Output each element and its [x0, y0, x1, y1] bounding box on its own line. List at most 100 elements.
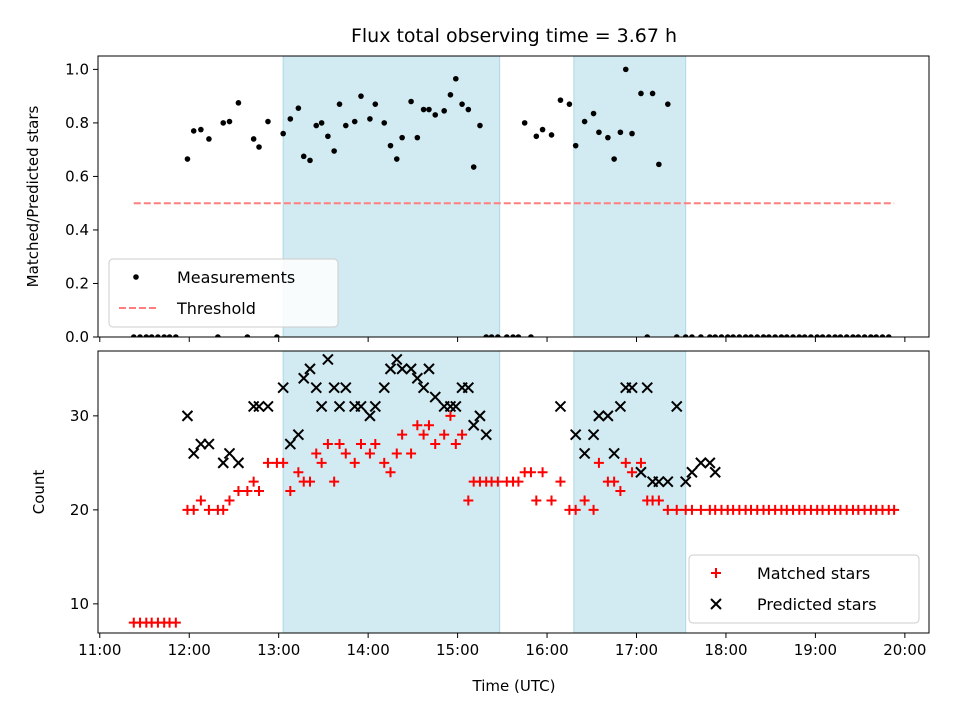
- measurement-point: [622, 66, 629, 73]
- chart-title: Flux total observing time = 3.67 h: [351, 25, 677, 47]
- matched-star-point: [439, 429, 450, 440]
- measurement-point: [342, 122, 349, 129]
- measurement-point: [730, 334, 736, 337]
- measurement-point: [754, 334, 761, 337]
- predicted-star-point: [262, 400, 274, 413]
- measurement-point: [161, 334, 167, 337]
- predicted-star-point: [662, 475, 674, 488]
- measurement-point: [235, 100, 242, 106]
- matched-star-point: [379, 457, 390, 468]
- predicted-star-point: [704, 457, 716, 469]
- measurement-point: [215, 334, 221, 337]
- measurement-point: [226, 118, 233, 125]
- x-tick-label: 20:00: [883, 641, 926, 659]
- predicted-star-point: [554, 400, 567, 413]
- matched-star-point: [412, 420, 423, 431]
- measurement-point: [649, 90, 656, 97]
- matched-star-point: [340, 448, 351, 459]
- matched-star-point: [391, 448, 402, 459]
- measurement-point: [832, 334, 838, 337]
- predicted-star-point: [578, 447, 591, 460]
- predicted-star-point: [474, 410, 486, 422]
- measurement-point: [336, 101, 343, 107]
- matched-star-point: [322, 439, 333, 450]
- predicted-star-point: [480, 428, 492, 441]
- measurement-point: [503, 334, 510, 337]
- measurement-point: [682, 334, 689, 337]
- predicted-star-point: [304, 363, 316, 375]
- measurement-point: [879, 334, 886, 337]
- measurement-point: [819, 334, 826, 337]
- predicted-star-point: [188, 447, 200, 460]
- measurement-point: [796, 334, 803, 337]
- measurement-point: [557, 97, 564, 103]
- predicted-star-point: [181, 410, 194, 422]
- measurement-point: [166, 334, 173, 337]
- predicted-star-point: [364, 410, 376, 422]
- matched-star-point: [248, 476, 259, 487]
- measurement-point: [143, 334, 150, 337]
- legend-plus-swatch: [711, 568, 721, 578]
- measurement-point: [778, 334, 785, 337]
- predicted-star-point: [671, 400, 683, 413]
- predicted-star-point: [369, 400, 382, 413]
- matched-star-point: [889, 504, 900, 515]
- y-tick-label: 0.2: [65, 274, 89, 292]
- count-panel: 10 20 30 11:00 12:00 13:00 14:00 15:00 16:00 17:0…: [30, 350, 930, 659]
- predicted-star-point: [355, 400, 367, 413]
- matched-star-point: [463, 495, 474, 506]
- predicted-star-point: [384, 363, 397, 375]
- measurement-point: [295, 105, 302, 111]
- measurement-point: [420, 106, 427, 113]
- predicted-star-point: [405, 363, 417, 375]
- predicted-star-point: [626, 381, 638, 394]
- measurement-point: [351, 118, 358, 125]
- matched-star-point: [254, 486, 265, 497]
- measurement-point: [265, 118, 271, 125]
- measurement-point: [495, 334, 501, 337]
- y-tick-label: 0.6: [65, 167, 89, 185]
- measurement-point: [358, 93, 364, 99]
- predicted-star-point: [462, 381, 475, 394]
- measurement-point: [826, 334, 832, 337]
- measurement-point: [644, 334, 651, 337]
- predicted-star-point: [587, 428, 600, 441]
- predicted-star-point: [340, 381, 352, 394]
- measurement-point: [855, 334, 862, 337]
- measurement-point: [300, 153, 307, 160]
- measurement-point: [707, 334, 713, 337]
- measurement-point: [155, 334, 161, 337]
- measurement-point: [783, 334, 790, 337]
- measurement-point: [184, 156, 191, 162]
- matched-star-point: [570, 504, 581, 515]
- predicted-star-point: [417, 381, 430, 394]
- matched-star-point: [620, 457, 631, 468]
- matched-star-point: [278, 457, 289, 468]
- predicted-star-point: [284, 438, 297, 450]
- matched-star-point: [355, 439, 366, 450]
- observing-interval-2: [573, 56, 687, 337]
- measurement-point: [331, 148, 337, 154]
- measurement-point: [861, 334, 868, 337]
- measurement-point: [772, 334, 778, 337]
- predicted-star-point: [411, 372, 424, 384]
- matched-star-point: [233, 486, 244, 497]
- matched-star-point: [170, 617, 181, 628]
- predicted-star-point: [679, 475, 692, 488]
- observing-interval-2: [573, 351, 687, 633]
- matched-star-point: [195, 495, 206, 506]
- measurement-point: [470, 164, 477, 170]
- measurement-point: [381, 120, 388, 126]
- matched-star-point: [406, 448, 417, 459]
- predicted-star-point: [223, 447, 236, 460]
- legend-label: Matched stars: [757, 564, 870, 583]
- measurement-point: [748, 334, 754, 337]
- measurement-point: [656, 161, 662, 168]
- measurement-point: [521, 120, 528, 126]
- matched-star-point: [627, 467, 638, 478]
- predicted-star-point: [203, 438, 215, 450]
- ratio-axes-frame: [97, 55, 930, 338]
- predicted-star-point: [322, 353, 334, 366]
- measurement-point: [712, 334, 719, 337]
- measurement-point: [510, 334, 516, 337]
